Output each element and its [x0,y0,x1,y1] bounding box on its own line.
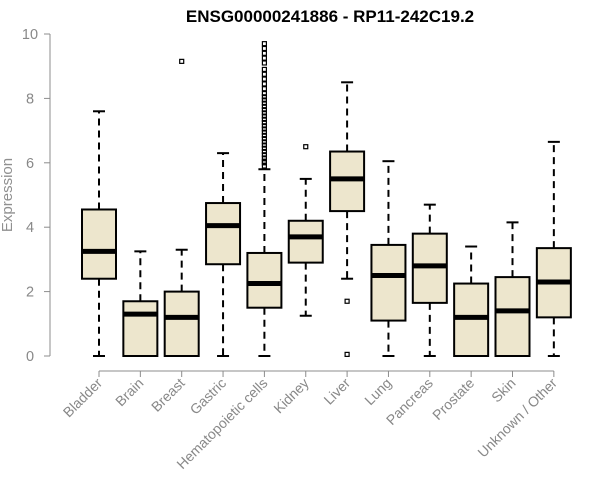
outlier-point [261,103,267,110]
outlier-point [261,55,267,61]
outlier-point [261,90,267,97]
box-skin [494,221,531,357]
x-category-label: Breast [148,375,188,415]
outlier-point [261,107,267,113]
outlier-point [261,41,267,47]
outlier-point [261,50,267,56]
box-pancreas [411,203,448,357]
outlier-point [261,155,267,161]
outlier-point [261,158,267,164]
y-tick-label: 10 [22,27,38,43]
x-category-label: Kidney [270,375,312,417]
box-lung [370,160,407,357]
outlier-point [179,58,185,64]
outlier-point [261,132,267,139]
box-gastric [205,152,242,357]
y-tick-label: 4 [26,220,34,236]
outlier-point [261,113,267,119]
outlier-point [261,100,267,106]
x-category-label: Skin [488,375,519,406]
box-iqr [81,208,117,280]
box-iqr [205,202,242,266]
outlier-point [261,45,267,52]
box-iqr [370,243,407,322]
y-tick-label: 2 [26,285,34,301]
outlier-point [261,119,267,126]
x-category-label: Lung [361,375,394,408]
box-kidney [287,144,324,317]
outlier-point [261,129,267,135]
outlier-point [261,142,267,148]
y-tick-label: 6 [26,156,34,172]
chart-title: ENSG00000241886 - RP11-242C19.2 [186,7,474,26]
boxes-group [81,41,572,358]
box-brain [122,250,159,358]
outlier-point [261,76,267,82]
outlier-point [261,110,267,116]
outlier-point [344,351,350,357]
outlier-point [261,81,267,87]
outlier-point [261,71,267,77]
x-category-label: Prostate [429,375,477,423]
outlier-point [261,163,267,169]
outlier-point [261,116,267,122]
y-axis-label: Expression [0,158,16,232]
box-iqr [494,276,531,357]
box-hematopoietic-cells [246,41,283,357]
box-prostate [453,245,490,357]
outlier-point [344,298,350,304]
axes: 0 2 4 6 8 10 [22,27,555,377]
y-tick-label: 8 [26,91,34,107]
box-iqr [246,251,283,309]
outlier-point [261,148,267,155]
x-category-label: Liver [320,375,353,408]
outlier-point [261,66,267,73]
outlier-point [261,123,267,129]
outlier-point [261,145,267,151]
y-tick-label: 0 [26,349,34,365]
outlier-point [261,136,267,142]
box-iqr [287,219,324,264]
box-iqr [122,300,159,358]
x-category-label: Brain [112,375,146,409]
outlier-point [303,144,309,150]
box-bladder [81,110,117,357]
outlier-point [261,97,267,103]
outlier-point [261,60,267,66]
box-iqr [163,290,200,358]
outlier-point [261,86,267,92]
outlier-point [261,94,267,100]
outlier-point [261,139,267,145]
outlier-point [261,152,267,158]
box-unknown-other [535,140,572,357]
box-breast [163,58,200,358]
x-category-label: Bladder [60,375,106,421]
box-liver [329,81,366,357]
outlier-point [261,126,267,132]
